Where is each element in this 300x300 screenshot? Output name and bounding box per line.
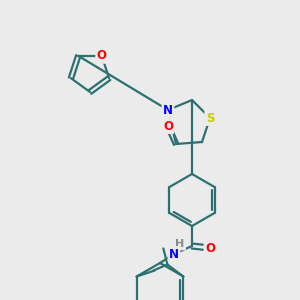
Text: N: N xyxy=(169,248,179,260)
Text: N: N xyxy=(163,103,173,116)
Text: H: H xyxy=(176,239,184,249)
Text: S: S xyxy=(206,112,214,124)
Text: O: O xyxy=(205,242,215,254)
Text: O: O xyxy=(163,119,173,133)
Text: O: O xyxy=(97,49,107,62)
